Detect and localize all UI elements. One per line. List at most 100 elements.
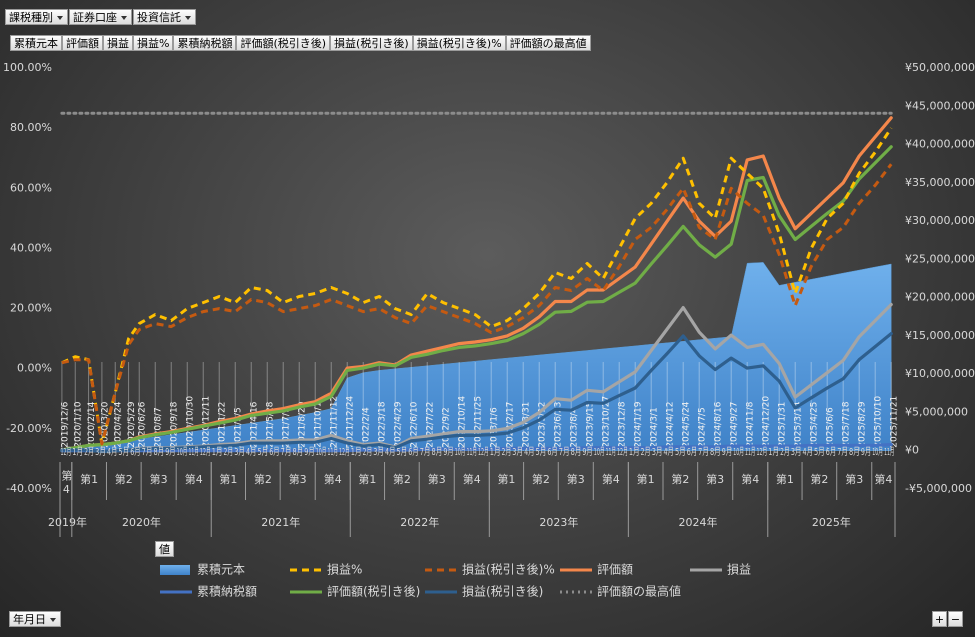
- value-field-button[interactable]: 損益%: [133, 35, 174, 51]
- value-field-button[interactable]: 損益(税引き後): [330, 35, 413, 51]
- legend-label: 累積元本: [197, 562, 245, 577]
- quarter-label: 第1: [497, 472, 515, 486]
- month-label: 11月: [328, 446, 338, 458]
- legend-field-button[interactable]: 値: [155, 541, 174, 557]
- quarter-label: 第4: [185, 472, 203, 486]
- quarter-label: 第2: [393, 472, 411, 486]
- month-label: 11月: [884, 446, 894, 458]
- month-label: 3月: [95, 446, 106, 458]
- y2-tick-label: ¥25,000,000: [905, 252, 975, 265]
- x-tick-label: 2024/11/8: [746, 401, 756, 447]
- month-label: 6月: [408, 446, 418, 458]
- month-label: 9月: [165, 446, 175, 458]
- quarter-label: 第4: [741, 472, 759, 486]
- value-field-button[interactable]: 損益: [103, 35, 133, 51]
- x-tick-label: 2022/11/25: [474, 396, 484, 448]
- month-label: 12月: [478, 446, 489, 458]
- x-tick-label: 2025/11/21: [890, 396, 900, 448]
- month-label: 5月: [536, 446, 547, 458]
- year-label: 2022年: [400, 515, 439, 529]
- legend-label: 評価額: [597, 562, 633, 577]
- y-tick-label: 60.00%: [10, 181, 52, 194]
- month-label: 8月: [849, 446, 860, 458]
- filter-button[interactable]: 投資信託: [133, 9, 196, 25]
- month-label: 10月: [316, 446, 327, 458]
- month-label: 9月: [722, 446, 732, 458]
- x-tick-label: 2023/12/8: [618, 401, 628, 447]
- month-label: 10月: [177, 446, 188, 458]
- month-label: 11月: [606, 446, 616, 458]
- y2-tick-label: ¥45,000,000: [905, 99, 975, 112]
- value-field-button[interactable]: 累積納税額: [173, 35, 237, 51]
- month-label: 4月: [664, 446, 674, 458]
- x-tick-label: 2022/2/4: [362, 407, 372, 448]
- month-label: 12月: [200, 446, 211, 458]
- month-label: 3月: [791, 446, 802, 458]
- x-tick-label: 2021/5/28: [266, 401, 276, 447]
- value-field-button[interactable]: 評価額(税引き後): [236, 35, 331, 51]
- x-tick-label: 2021/1/22: [218, 402, 228, 448]
- x-tick-label: 2022/7/22: [426, 402, 436, 448]
- x-tick-label: 2025/7/18: [842, 401, 852, 447]
- x-tick-label: 2024/1/19: [634, 401, 644, 447]
- x-tick-label: 2021/4/16: [250, 401, 260, 447]
- month-label: 1月: [629, 446, 640, 458]
- x-tick-label: 2023/1/6: [490, 407, 500, 448]
- x-tick-label: 2023/8/4: [570, 407, 580, 448]
- month-label: 1月: [490, 446, 501, 458]
- y2-tick-label: -¥5,000,000: [905, 482, 972, 495]
- legend-label: 損益%: [327, 562, 362, 577]
- month-label: 3月: [234, 446, 245, 458]
- quarter-label: 第2: [532, 472, 550, 486]
- x-tick-label: 2023/2/17: [506, 402, 516, 448]
- y-tick-label: -40.00%: [6, 482, 52, 495]
- x-tick-label: 2023/9/15: [586, 402, 596, 448]
- month-label: 5月: [396, 446, 407, 458]
- value-field-button[interactable]: 損益(税引き後)%: [412, 35, 506, 51]
- legend-label: 損益(税引き後)%: [462, 562, 555, 577]
- x-tick-label: 2020/2/14: [87, 401, 97, 447]
- x-tick-label: 2024/7/5: [698, 407, 708, 447]
- value-field-button[interactable]: 評価額: [62, 35, 103, 51]
- filter-button[interactable]: 証券口座: [69, 9, 132, 25]
- y-tick-label: 100.00%: [3, 61, 52, 74]
- quarter-label: 第3: [428, 472, 446, 486]
- month-label: 3月: [373, 446, 384, 458]
- legend-label: 評価額の最高値: [597, 584, 681, 599]
- y2-tick-label: ¥20,000,000: [905, 291, 975, 304]
- value-field-button[interactable]: 評価額の最高値: [505, 35, 591, 51]
- axis-field-button[interactable]: 年月日: [9, 611, 61, 627]
- month-label: 2月: [780, 446, 790, 458]
- x-tick-label: 2020/9/18: [170, 401, 180, 447]
- x-tick-label: 2021/10/1: [314, 402, 324, 448]
- month-label: 10月: [872, 446, 883, 458]
- month-label: 12月: [756, 446, 767, 458]
- y2-tick-label: ¥30,000,000: [905, 214, 975, 227]
- month-label: 12月: [617, 446, 628, 458]
- month-label: 5月: [675, 446, 686, 458]
- filter-row: 課税種別 証券口座 投資信託: [5, 9, 196, 25]
- month-label: 2月: [224, 446, 234, 458]
- month-label: 6月: [269, 446, 279, 458]
- quarter-label: 第4: [602, 472, 620, 486]
- month-label: 1月: [212, 446, 223, 458]
- x-tick-label: 2021/11/12: [330, 396, 340, 448]
- year-label: 2020年: [122, 515, 161, 529]
- x-tick-label: 2024/8/16: [714, 401, 724, 447]
- zoom-in-button[interactable]: +: [932, 611, 947, 627]
- zoom-out-button[interactable]: −: [948, 611, 963, 627]
- month-label: 5月: [257, 446, 268, 458]
- value-field-button[interactable]: 累積元本: [10, 35, 62, 51]
- legend-label: 累積納税額: [197, 584, 257, 599]
- month-label: 4月: [246, 446, 256, 458]
- month-label: 7月: [281, 446, 292, 458]
- quarter-label: 第4: [60, 469, 73, 498]
- x-tick-label: 2022/6/10: [410, 401, 420, 447]
- month-label: 4月: [107, 446, 117, 458]
- y-tick-label: 0.00%: [17, 362, 52, 375]
- x-tick-label: 2025/10/10: [874, 396, 884, 448]
- filter-button[interactable]: 課税種別: [5, 9, 68, 25]
- x-tick-label: 2020/12/11: [202, 396, 212, 448]
